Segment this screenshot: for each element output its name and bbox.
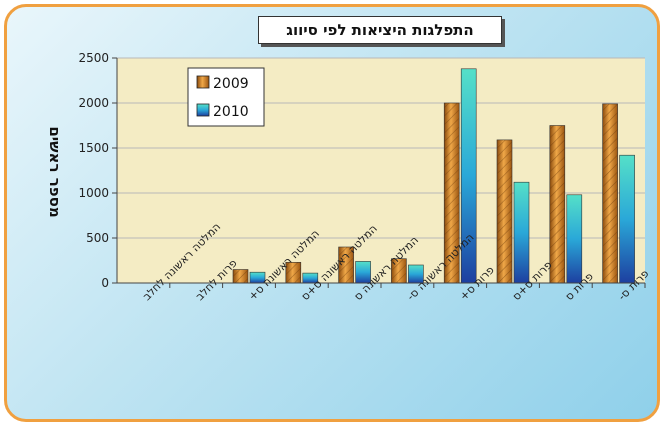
bar-hatch bbox=[497, 139, 512, 283]
chart-title: התפלגות היציאות לפי סיווג bbox=[258, 16, 502, 44]
bar-hatch bbox=[444, 103, 460, 283]
y-tick-label: 1000 bbox=[78, 186, 109, 200]
legend-swatch-2009 bbox=[196, 75, 210, 89]
bar-hatch bbox=[285, 262, 301, 283]
y-tick-label: 0 bbox=[101, 276, 109, 290]
bar-2010 bbox=[566, 194, 583, 284]
y-tick-label: 1500 bbox=[78, 141, 109, 155]
y-tick-label: 2500 bbox=[78, 51, 109, 65]
y-tick-label: 2000 bbox=[78, 96, 109, 110]
legend-label-2010: 2010 bbox=[213, 104, 249, 120]
bar-2010 bbox=[619, 154, 635, 284]
legend-swatch-2010 bbox=[196, 103, 210, 117]
y-tick-label: 500 bbox=[86, 231, 109, 245]
legend: 2009 2010 bbox=[187, 67, 265, 127]
bar-hatch bbox=[549, 125, 565, 283]
legend-label-2009: 2009 bbox=[213, 76, 249, 92]
bar-hatch bbox=[391, 258, 407, 283]
bar-hatch bbox=[602, 103, 618, 284]
y-axis-label: מספר ראשים bbox=[46, 126, 64, 217]
bar-hatch bbox=[233, 269, 248, 283]
bar-2010 bbox=[513, 181, 530, 284]
bar-hatch bbox=[338, 247, 354, 283]
